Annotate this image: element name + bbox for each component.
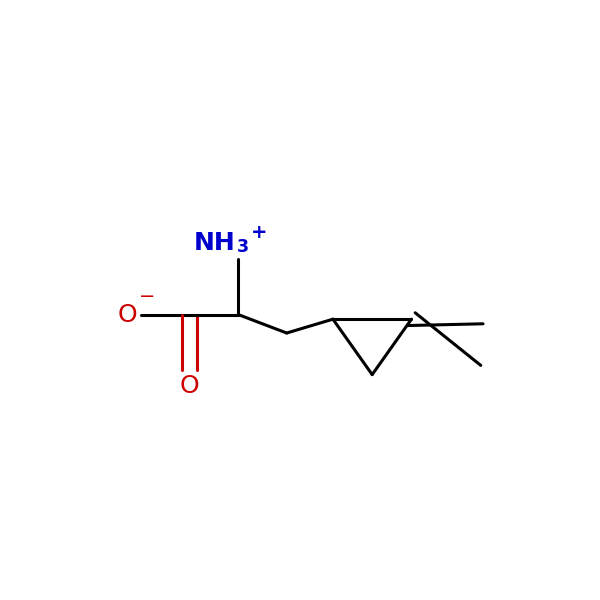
Text: $\mathregular{_3}$: $\mathregular{_3}$ [236, 232, 249, 256]
Text: NH: NH [194, 232, 236, 256]
Text: −: − [139, 287, 155, 307]
Text: +: + [251, 223, 267, 242]
Text: O: O [118, 302, 137, 326]
Text: O: O [180, 374, 200, 398]
